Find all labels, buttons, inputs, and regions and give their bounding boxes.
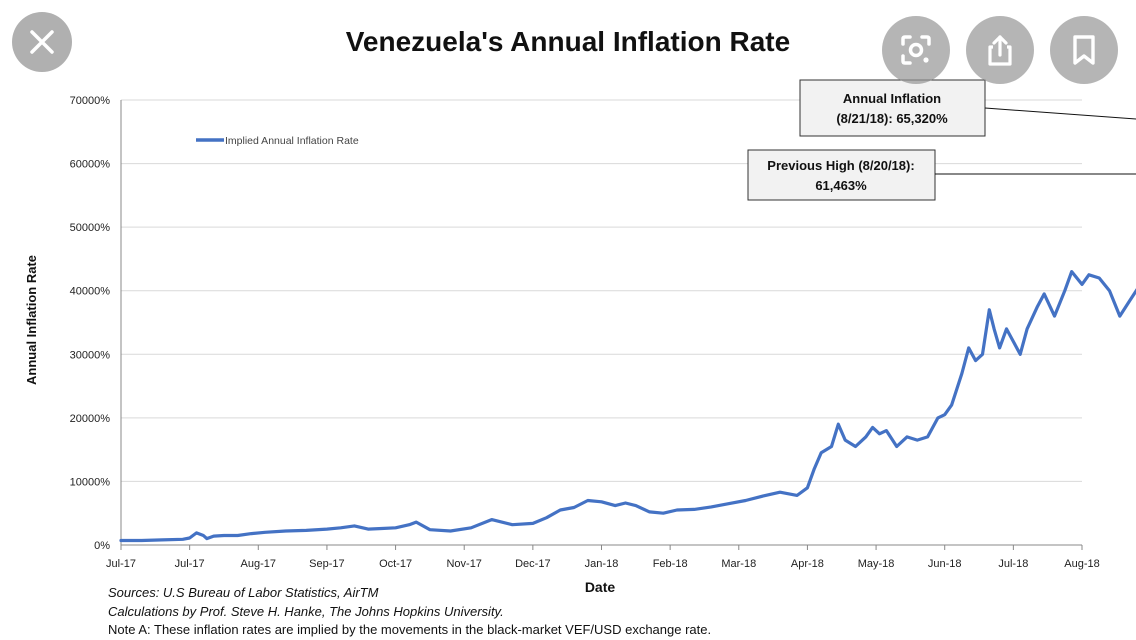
x-tick-label: Jan-18 bbox=[585, 558, 619, 570]
x-tick-label: Aug-17 bbox=[241, 558, 276, 570]
annotation-current-line1: Annual Inflation bbox=[843, 91, 941, 106]
x-tick-label: Jun-18 bbox=[928, 558, 962, 570]
bookmark-icon bbox=[1073, 35, 1095, 65]
close-button[interactable] bbox=[12, 12, 72, 72]
close-icon bbox=[30, 30, 54, 54]
calculations-note: Calculations by Prof. Steve H. Hanke, Th… bbox=[108, 603, 504, 619]
series-line-implied-annual-inflation-rate bbox=[119, 270, 1136, 543]
annotation-previous-line2: 61,463% bbox=[815, 178, 867, 193]
x-tick-label: Sep-17 bbox=[309, 558, 344, 570]
bookmark-button[interactable] bbox=[1050, 16, 1118, 84]
x-tick-label: Feb-18 bbox=[653, 558, 688, 570]
y-tick-label: 70000% bbox=[70, 95, 111, 107]
note-a: Note A: These inflation rates are implie… bbox=[108, 622, 712, 637]
x-tick-label: Nov-17 bbox=[446, 558, 481, 570]
chart-footnotes: Sources: U.S Bureau of Labor Statistics,… bbox=[108, 584, 711, 640]
y-tick-label: 50000% bbox=[70, 222, 111, 234]
x-tick-label: Jul-17 bbox=[106, 558, 136, 570]
y-tick-label: 60000% bbox=[70, 159, 111, 171]
y-tick-label: 0% bbox=[94, 540, 110, 552]
x-tick-label: Oct-17 bbox=[379, 558, 412, 570]
annotation-box-previous bbox=[747, 149, 936, 201]
lens-icon bbox=[901, 35, 931, 65]
share-icon bbox=[988, 35, 1012, 66]
y-tick-label: 20000% bbox=[70, 413, 111, 425]
annotation-previous-line1: Previous High (8/20/18): bbox=[767, 158, 914, 173]
x-axis-title: Date bbox=[585, 579, 616, 595]
x-tick-label: Jul-17 bbox=[175, 558, 205, 570]
y-axis-title: Annual Inflation Rate bbox=[24, 255, 39, 385]
share-button[interactable] bbox=[966, 16, 1034, 84]
y-tick-label: 40000% bbox=[70, 286, 111, 298]
x-tick-label: Dec-17 bbox=[515, 558, 550, 570]
y-tick-label: 30000% bbox=[70, 349, 111, 361]
y-tick-label: 10000% bbox=[70, 476, 111, 488]
x-tick-label: May-18 bbox=[858, 558, 895, 570]
annotation-box-current bbox=[799, 79, 986, 137]
sources-note: Sources: U.S Bureau of Labor Statistics,… bbox=[108, 585, 379, 600]
x-tick-label: Apr-18 bbox=[791, 558, 824, 570]
annotation-current-line2: (8/21/18): 65,320% bbox=[836, 111, 948, 126]
annotation-arrow-current bbox=[984, 107, 1136, 120]
x-tick-label: Jul-18 bbox=[998, 558, 1028, 570]
x-tick-label: Mar-18 bbox=[721, 558, 756, 570]
chart-title: Venezuela's Annual Inflation Rate bbox=[345, 26, 791, 57]
legend-label: Implied Annual Inflation Rate bbox=[225, 135, 359, 147]
lens-button[interactable] bbox=[882, 16, 950, 84]
x-tick-label: Aug-18 bbox=[1064, 558, 1099, 570]
